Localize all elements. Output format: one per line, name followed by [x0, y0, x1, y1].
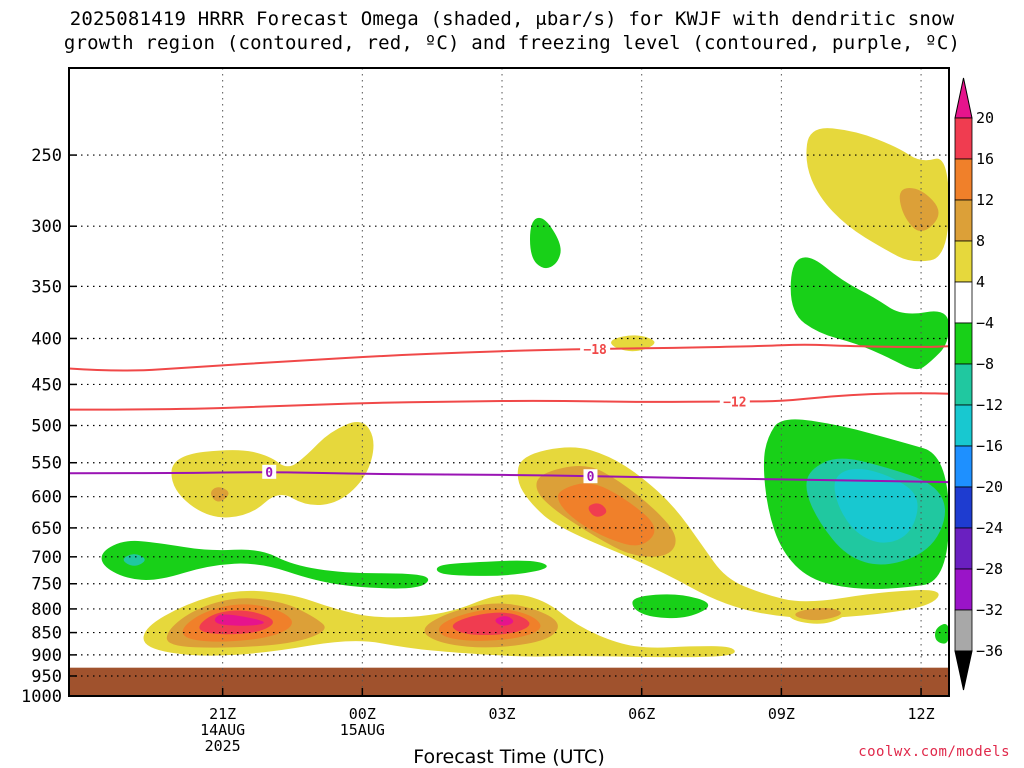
colorbar-label-7: −12	[976, 396, 1003, 414]
y-tick-label-600: 600	[31, 488, 62, 508]
contour-label-bg-dendritic_minus12-0	[719, 394, 750, 409]
omega-region-21	[790, 257, 949, 370]
colorbar-label-4: 4	[976, 273, 985, 291]
colorbar-band-7	[954, 404, 973, 447]
y-tick-label-300: 300	[31, 217, 62, 237]
y-tick-label-950: 950	[31, 667, 62, 687]
y-tick-label-450: 450	[31, 375, 62, 395]
y-tick-label-400: 400	[31, 329, 62, 349]
x-tick-label-0-1: 14AUG	[200, 721, 245, 739]
x-tick-label-0-0: 21Z	[209, 705, 236, 723]
omega-region-24	[436, 560, 547, 576]
y-tick-label-550: 550	[31, 454, 62, 474]
omega-region-28	[632, 594, 709, 619]
contour-label-bg-freezing_level_0-1	[262, 464, 277, 479]
y-tick-label-700: 700	[31, 548, 62, 568]
colorbar-band-1	[954, 158, 973, 201]
omega-region-8	[588, 503, 607, 517]
x-tick-label-12-0: 09Z	[768, 705, 795, 723]
colorbar-label-3: 8	[976, 232, 985, 250]
colorbar-label-2: 12	[976, 191, 994, 209]
contour-label-freezing_level_0-1: 0	[265, 466, 273, 481]
x-tick-label-0-2: 2025	[205, 737, 241, 755]
y-tick-label-1000: 1000	[21, 687, 62, 707]
colorbar-label-11: −28	[976, 560, 1003, 578]
colorbar-label-8: −16	[976, 437, 1003, 455]
colorbar-band-9	[954, 486, 973, 529]
chart-title-line-1: 2025081419 HRRR Forecast Omega (shaded, …	[69, 8, 955, 30]
x-tick-label-6-0: 03Z	[488, 705, 515, 723]
colorbar-label-1: 16	[976, 150, 994, 168]
y-tick-label-500: 500	[31, 417, 62, 437]
x-tick-label-9-0: 06Z	[628, 705, 655, 723]
omega-region-20	[530, 217, 561, 269]
omega-region-0	[806, 128, 949, 262]
colorbar-band-10	[954, 527, 973, 570]
contour-freezing_level_0	[69, 471, 949, 484]
colorbar-label-9: −20	[976, 478, 1003, 496]
contour-dendritic_minus18	[69, 343, 949, 372]
omega-region-4	[211, 487, 229, 502]
colorbar-label-0: 20	[976, 109, 994, 127]
plot-frame	[68, 67, 950, 697]
x-tick-label-3-1: 15AUG	[340, 721, 385, 739]
contour-label-dendritic_minus18-0: −18	[583, 343, 607, 358]
contour-label-bg-freezing_level_0-0	[583, 469, 598, 484]
ground-layer	[69, 667, 949, 696]
contour-label-dendritic_minus12-0: −12	[723, 395, 746, 410]
colorbar-band-8	[954, 445, 973, 488]
y-tick-label-800: 800	[31, 600, 62, 620]
colorbar-label-10: −24	[976, 519, 1003, 537]
x-tick-label-15-0: 12Z	[908, 705, 935, 723]
colorbar-band-0	[954, 117, 973, 160]
colorbar-band-3	[954, 240, 973, 283]
colorbar-band-2	[954, 199, 973, 242]
colorbar-band-4	[954, 281, 973, 324]
y-tick-label-850: 850	[31, 624, 62, 644]
omega-region-7	[557, 483, 655, 546]
credit-text: coolwx.com/models	[858, 744, 1010, 760]
omega-region-1	[899, 188, 939, 231]
contour-label-bg-dendritic_minus18-0	[580, 341, 611, 356]
y-tick-label-250: 250	[31, 146, 62, 166]
omega-region-19	[495, 616, 514, 626]
colorbar-band-6	[954, 363, 973, 406]
colorbar-band-5	[954, 322, 973, 365]
contour-dendritic_minus12	[69, 392, 949, 411]
colorbar-label-12: −32	[976, 601, 1003, 619]
chart-title-line-2: growth region (contoured, red, ºC) and f…	[63, 32, 961, 54]
colorbar-bottom-arrow	[954, 650, 973, 691]
colorbar-band-11	[954, 568, 973, 611]
omega-region-2	[611, 335, 655, 352]
y-tick-label-900: 900	[31, 646, 62, 666]
omega-region-29	[935, 623, 949, 644]
omega-region-27	[834, 468, 918, 543]
x-axis-label: Forecast Time (UTC)	[413, 746, 605, 768]
omega-region-10	[795, 607, 842, 621]
colorbar-label-6: −8	[976, 355, 994, 373]
colorbar-band-12	[954, 609, 973, 652]
omega-region-15	[214, 614, 264, 626]
colorbar-label-5: −4	[976, 314, 994, 332]
colorbar-top-arrow	[954, 77, 973, 119]
colorbar-label-13: −36	[976, 642, 1003, 660]
omega-region-22	[101, 540, 429, 589]
x-tick-label-3-0: 00Z	[349, 705, 376, 723]
y-tick-label-750: 750	[31, 575, 62, 595]
y-tick-label-650: 650	[31, 519, 62, 539]
y-tick-label-350: 350	[31, 277, 62, 297]
omega-region-23	[123, 554, 145, 566]
contour-label-freezing_level_0-0: 0	[587, 470, 595, 485]
